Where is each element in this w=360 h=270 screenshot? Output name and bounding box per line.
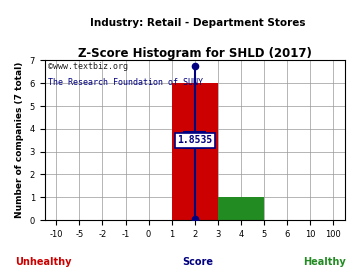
Text: ©www.textbiz.org: ©www.textbiz.org xyxy=(48,62,128,71)
Text: Industry: Retail - Department Stores: Industry: Retail - Department Stores xyxy=(90,18,306,28)
Bar xyxy=(172,83,218,220)
Title: Z-Score Histogram for SHLD (2017): Z-Score Histogram for SHLD (2017) xyxy=(78,48,312,60)
Text: Healthy: Healthy xyxy=(303,257,345,267)
Y-axis label: Number of companies (7 total): Number of companies (7 total) xyxy=(15,62,24,218)
Bar xyxy=(218,197,264,220)
Text: Unhealthy: Unhealthy xyxy=(15,257,71,267)
Text: The Research Foundation of SUNY: The Research Foundation of SUNY xyxy=(48,78,203,87)
Text: 1.8535: 1.8535 xyxy=(177,135,212,145)
Text: Score: Score xyxy=(183,257,213,267)
